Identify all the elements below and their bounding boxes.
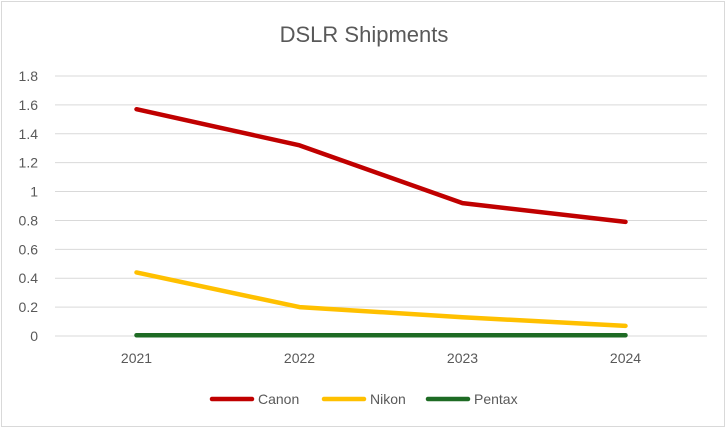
y-tick-label: 0.8: [19, 212, 39, 228]
y-tick-label: 1.8: [19, 68, 39, 84]
chart-title: DSLR Shipments: [280, 22, 449, 47]
x-tick-label: 2021: [121, 350, 152, 366]
legend-label-nikon: Nikon: [370, 391, 406, 407]
legend-label-pentax: Pentax: [474, 391, 518, 407]
x-tick-label: 2024: [610, 350, 641, 366]
legend-label-canon: Canon: [258, 391, 299, 407]
y-tick-label: 1.4: [19, 126, 39, 142]
series-line-nikon: [134, 270, 628, 329]
y-tick-label: 1.2: [19, 155, 39, 171]
y-tick-label: 0.4: [19, 270, 39, 286]
x-tick-label: 2023: [447, 350, 478, 366]
x-tick-label: 2022: [284, 350, 315, 366]
y-tick-label: 0.2: [19, 299, 39, 315]
y-tick-label: 1: [30, 184, 38, 200]
y-tick-label: 0: [30, 328, 38, 344]
y-tick-label: 0.6: [19, 241, 39, 257]
y-tick-label: 1.6: [19, 97, 39, 113]
series-line-canon: [134, 106, 628, 225]
